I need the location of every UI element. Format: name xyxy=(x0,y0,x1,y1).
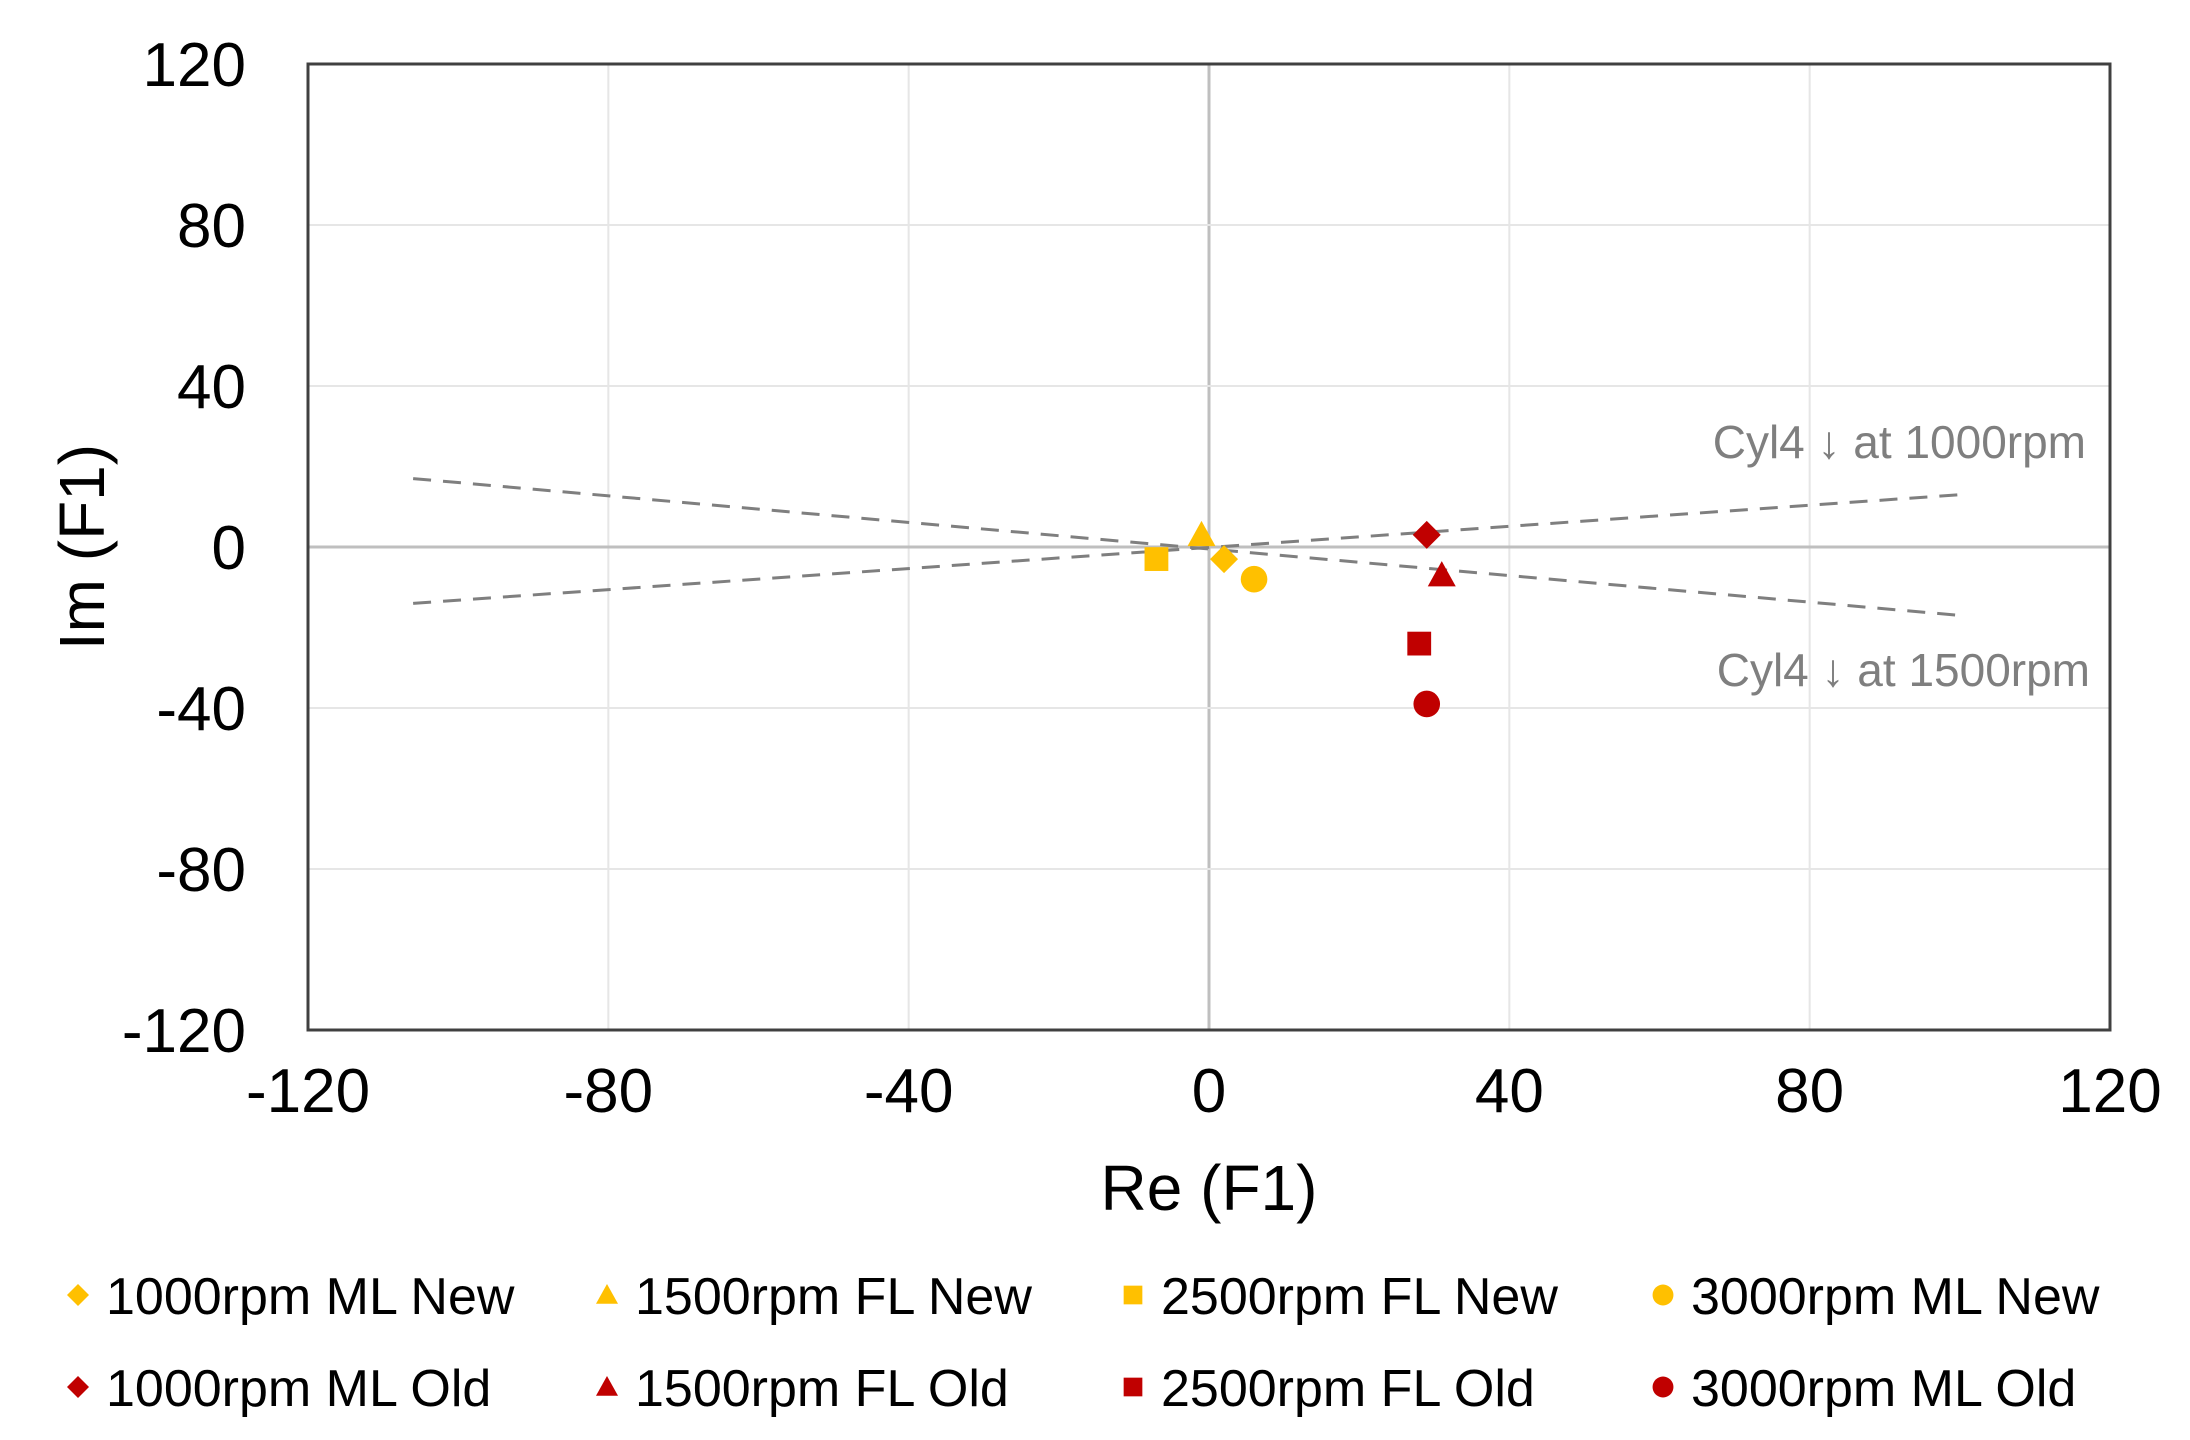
data-point xyxy=(1413,690,1441,718)
legend-label: 1000rpm ML New xyxy=(106,1268,515,1326)
x-tick-label: -120 xyxy=(246,1057,370,1126)
annotation-cyl4-1000rpm: Cyl4 ↓ at 1000rpm xyxy=(1713,416,2086,468)
x-axis-title: Re (F1) xyxy=(1101,1152,1318,1224)
x-tick-labels: -120 -80 -40 0 40 80 120 xyxy=(246,1057,2162,1126)
legend-marker xyxy=(1652,1284,1674,1306)
y-tick-label: -40 xyxy=(156,675,246,744)
legend-marker xyxy=(1123,1377,1143,1397)
y-tick-labels: -120 -80 -40 0 40 80 120 xyxy=(122,31,246,1066)
x-tick-label: 0 xyxy=(1192,1057,1226,1126)
y-tick-label: -120 xyxy=(122,997,246,1066)
data-point xyxy=(1187,520,1216,547)
legend-marker xyxy=(67,1376,89,1398)
data-points xyxy=(1144,520,1456,718)
legend-marker xyxy=(596,1284,618,1304)
x-tick-label: 80 xyxy=(1775,1057,1844,1126)
data-point xyxy=(1144,547,1169,571)
legend-label: 1000rpm ML Old xyxy=(106,1360,491,1418)
annotation-cyl4-1500rpm: Cyl4 ↓ at 1500rpm xyxy=(1717,644,2090,696)
legend-label: 3000rpm ML Old xyxy=(1691,1360,2076,1418)
y-axis-title: Im (F1) xyxy=(46,444,118,650)
y-tick-label: -80 xyxy=(156,836,246,905)
legend-label: 1500rpm FL New xyxy=(635,1268,1032,1326)
data-point xyxy=(1240,565,1268,593)
x-tick-label: 40 xyxy=(1475,1057,1544,1126)
reference-line xyxy=(412,477,1960,617)
legend-marker xyxy=(67,1284,89,1306)
legend-marker xyxy=(596,1376,618,1396)
legend-marker xyxy=(1123,1285,1143,1305)
legend-label: 2500rpm FL Old xyxy=(1161,1360,1535,1418)
x-tick-label: 120 xyxy=(2058,1057,2161,1126)
reference-lines xyxy=(412,477,1960,617)
reference-line xyxy=(413,493,1960,605)
plot-frame xyxy=(306,62,2112,1032)
x-tick-label: -40 xyxy=(864,1057,954,1126)
legend-label: 3000rpm ML New xyxy=(1691,1268,2100,1326)
y-tick-label: 120 xyxy=(143,31,246,100)
y-tick-label: 40 xyxy=(177,353,246,422)
data-point xyxy=(1427,561,1456,587)
data-point xyxy=(1210,545,1239,574)
legend-label: 1500rpm FL Old xyxy=(635,1360,1009,1418)
y-tick-label: 80 xyxy=(177,192,246,261)
x-tick-label: -80 xyxy=(564,1057,654,1126)
data-point xyxy=(1407,631,1432,656)
legend-label: 2500rpm FL New xyxy=(1161,1268,1558,1326)
data-point xyxy=(1412,520,1441,549)
y-tick-label: 0 xyxy=(212,514,246,583)
legend-marker xyxy=(1652,1376,1674,1398)
legend: 1000rpm ML New 1500rpm FL New 2500rpm FL N… xyxy=(67,1268,2100,1418)
